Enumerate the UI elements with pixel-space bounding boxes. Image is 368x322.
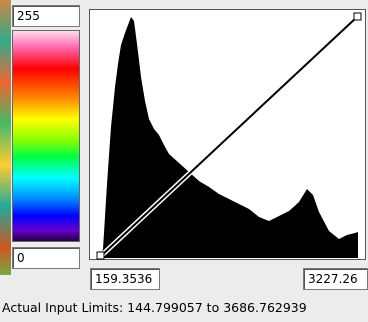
color-bar: [12, 30, 80, 242]
min-field[interactable]: 0: [12, 247, 80, 269]
map-strip: [0, 0, 11, 275]
histogram-panel: [89, 9, 367, 261]
status-text: Actual Input Limits: 144.799057 to 3686.…: [2, 300, 307, 315]
max-field[interactable]: 255: [12, 5, 80, 27]
handle-high[interactable]: [354, 13, 361, 20]
input-min-field[interactable]: 159.3536: [90, 268, 160, 290]
window: 255 0 159.3536 3227.26 Actual Input Limi…: [0, 0, 368, 322]
handle-low[interactable]: [97, 252, 104, 259]
input-max-field[interactable]: 3227.26: [303, 268, 368, 290]
